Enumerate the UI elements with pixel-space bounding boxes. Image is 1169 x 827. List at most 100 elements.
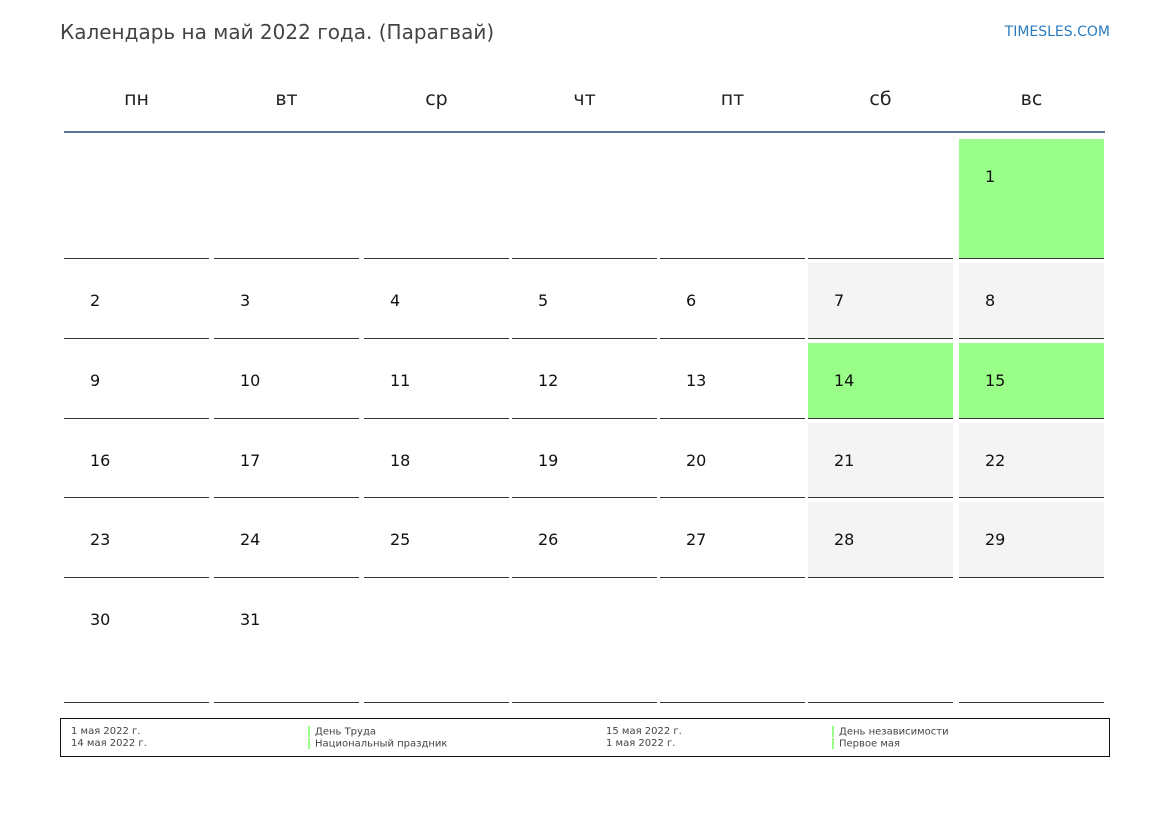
day-number: 11 [390, 371, 411, 390]
day-number: 20 [686, 451, 707, 470]
holiday-color-marker [832, 726, 834, 737]
empty-cell [660, 139, 805, 259]
holiday-color-marker [308, 738, 310, 749]
day-number: 9 [90, 371, 101, 390]
empty-cell [364, 139, 509, 259]
holiday-name: День независимости [839, 726, 949, 738]
holiday-entry: Национальный праздник [308, 738, 447, 751]
weekday-header: ср [425, 88, 448, 110]
day-number: 30 [90, 610, 111, 629]
day-number: 4 [390, 291, 401, 310]
empty-cell [808, 139, 953, 259]
day-cell[interactable]: 6 [660, 263, 805, 339]
day-number: 29 [985, 530, 1006, 549]
page-title: Календарь на май 2022 года. (Парагвай) [60, 20, 495, 44]
day-cell[interactable]: 17 [214, 423, 359, 498]
day-cell[interactable]: 1 [959, 139, 1104, 259]
day-cell[interactable]: 18 [364, 423, 509, 498]
holiday-legend: 1 мая 2022 г. День Труда 14 мая 2022 г. Нац… [60, 718, 1110, 757]
header-divider [64, 131, 1105, 133]
holiday-color-marker [308, 726, 310, 737]
day-cell[interactable]: 4 [364, 263, 509, 339]
day-cell[interactable]: 23 [64, 502, 209, 578]
empty-cell [364, 582, 509, 703]
day-cell[interactable]: 27 [660, 502, 805, 578]
empty-cell [214, 139, 359, 259]
day-number: 14 [834, 371, 855, 390]
day-cell[interactable]: 20 [660, 423, 805, 498]
day-cell[interactable]: 10 [214, 343, 359, 419]
day-cell[interactable]: 29 [959, 502, 1104, 578]
day-cell[interactable]: 8 [959, 263, 1104, 339]
day-number: 2 [90, 291, 101, 310]
day-number: 23 [90, 530, 111, 549]
empty-cell [660, 582, 805, 703]
day-cell[interactable]: 30 [64, 582, 209, 703]
day-cell[interactable]: 15 [959, 343, 1104, 419]
day-number: 8 [985, 291, 996, 310]
day-number: 5 [538, 291, 549, 310]
day-number: 12 [538, 371, 559, 390]
day-cell[interactable]: 7 [808, 263, 953, 339]
empty-cell [959, 582, 1104, 703]
day-number: 28 [834, 530, 855, 549]
day-cell[interactable]: 13 [660, 343, 805, 419]
day-number: 26 [538, 530, 559, 549]
holiday-entry: Первое мая [832, 738, 900, 751]
weekday-header: вт [275, 88, 298, 110]
day-cell[interactable]: 25 [364, 502, 509, 578]
empty-cell [64, 139, 209, 259]
day-number: 25 [390, 530, 411, 549]
day-number: 17 [240, 451, 261, 470]
day-number: 13 [686, 371, 707, 390]
day-cell[interactable]: 9 [64, 343, 209, 419]
holiday-date: 1 мая 2022 г. [606, 738, 676, 749]
empty-cell [512, 139, 657, 259]
holiday-date: 1 мая 2022 г. [71, 726, 141, 737]
holiday-color-marker [832, 738, 834, 749]
day-cell[interactable]: 31 [214, 582, 359, 703]
day-number: 10 [240, 371, 261, 390]
day-number: 18 [390, 451, 411, 470]
day-number: 7 [834, 291, 845, 310]
day-cell[interactable]: 2 [64, 263, 209, 339]
weekday-header: вс [1020, 88, 1043, 110]
day-cell[interactable]: 11 [364, 343, 509, 419]
holiday-name: Первое мая [839, 738, 901, 750]
holiday-date: 14 мая 2022 г. [71, 738, 147, 749]
day-number: 31 [240, 610, 261, 629]
day-cell[interactable]: 28 [808, 502, 953, 578]
weekday-header: чт [573, 88, 596, 110]
day-number: 6 [686, 291, 697, 310]
day-cell[interactable]: 5 [512, 263, 657, 339]
holiday-name: День Труда [315, 726, 376, 738]
day-number: 1 [985, 167, 996, 186]
day-cell[interactable]: 24 [214, 502, 359, 578]
day-cell[interactable]: 22 [959, 423, 1104, 498]
day-number: 16 [90, 451, 111, 470]
holiday-date: 15 мая 2022 г. [606, 726, 682, 737]
day-cell[interactable]: 19 [512, 423, 657, 498]
holiday-entry: День независимости [832, 726, 949, 739]
empty-cell [512, 582, 657, 703]
weekday-header: сб [869, 88, 892, 110]
weekday-header: пт [720, 88, 745, 110]
empty-cell [808, 582, 953, 703]
day-number: 21 [834, 451, 855, 470]
weekday-header: пн [124, 88, 149, 110]
day-cell[interactable]: 12 [512, 343, 657, 419]
day-number: 22 [985, 451, 1006, 470]
day-cell[interactable]: 16 [64, 423, 209, 498]
day-number: 19 [538, 451, 559, 470]
holiday-name: Национальный праздник [315, 738, 448, 750]
day-cell[interactable]: 21 [808, 423, 953, 498]
day-cell[interactable]: 26 [512, 502, 657, 578]
day-cell[interactable]: 3 [214, 263, 359, 339]
day-cell[interactable]: 14 [808, 343, 953, 419]
day-number: 27 [686, 530, 707, 549]
holiday-entry: День Труда [308, 726, 376, 739]
day-number: 15 [985, 371, 1006, 390]
brand-link[interactable]: TIMESLES.COM [1004, 24, 1110, 40]
day-number: 3 [240, 291, 251, 310]
day-number: 24 [240, 530, 261, 549]
